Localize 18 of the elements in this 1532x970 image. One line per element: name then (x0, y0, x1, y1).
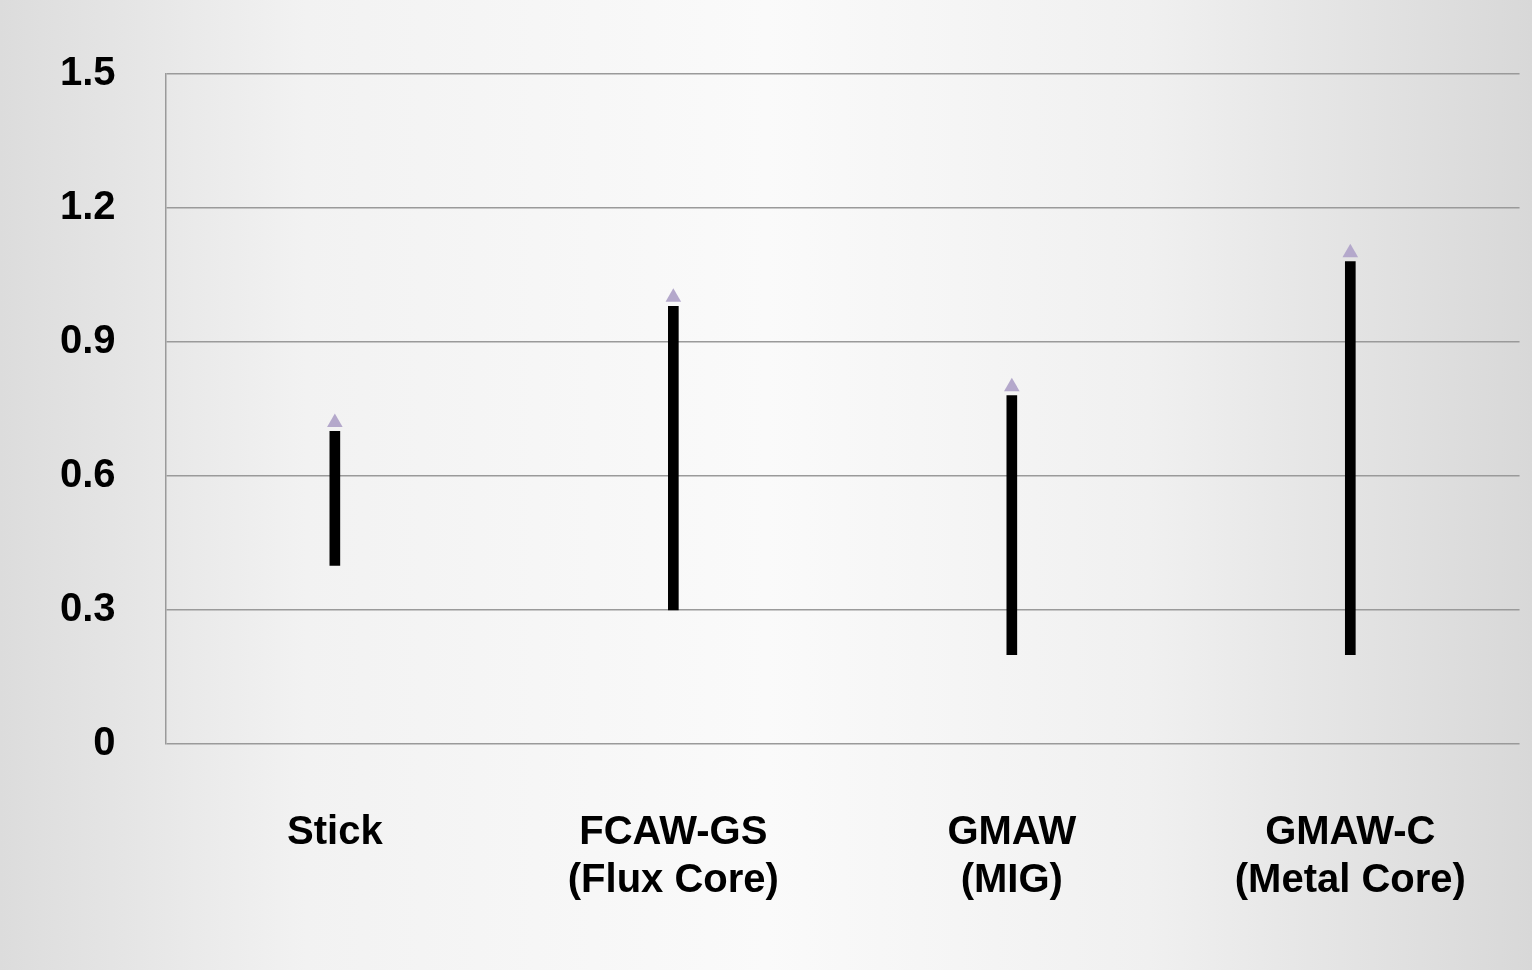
bar (668, 305, 679, 611)
y-tick-label: 1.5 (60, 49, 116, 94)
bar (1006, 395, 1018, 655)
y-tick-label: 0.9 (60, 317, 116, 362)
point (1004, 377, 1020, 392)
point (665, 288, 682, 302)
y-tick-label: 1.2 (60, 183, 116, 228)
point (1342, 243, 1359, 258)
y-tick-label: 0.3 (60, 585, 116, 630)
x-tick-label: FCAW-GS (Flux Core) (567, 808, 779, 901)
x-tick-label: GMAW (MIG) (947, 808, 1077, 901)
y-tick-label: 0.6 (60, 451, 116, 496)
bar (1344, 261, 1356, 655)
x-tick-label: GMAW-C (Metal Core) (1234, 808, 1466, 901)
bar (329, 431, 341, 566)
point (327, 413, 343, 427)
x-tick-label: Stick (287, 808, 384, 853)
y-tick-label: 0 (93, 719, 116, 764)
